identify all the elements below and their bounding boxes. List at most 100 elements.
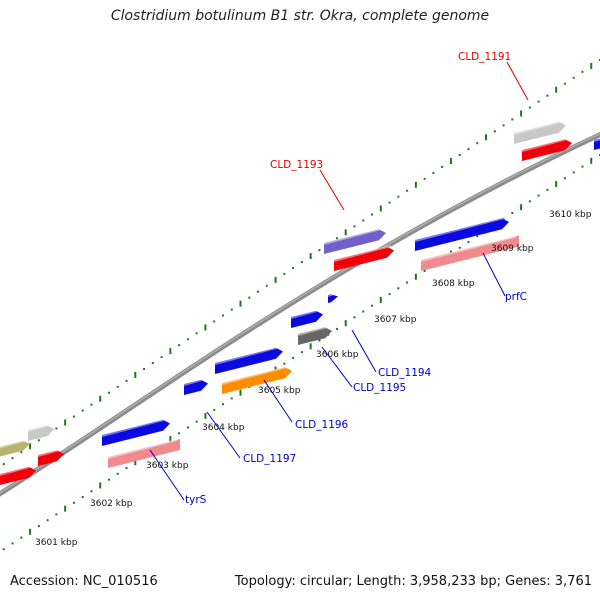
minor-tick bbox=[55, 513, 58, 516]
outer-tick-row bbox=[2, 59, 600, 466]
minor-tick bbox=[186, 426, 189, 429]
gene-block-olive bbox=[0, 440, 30, 457]
minor-tick bbox=[458, 246, 461, 249]
minor-tick bbox=[581, 70, 584, 73]
minor-tick bbox=[11, 542, 14, 545]
major-tick bbox=[134, 371, 137, 378]
major-tick bbox=[379, 205, 382, 212]
minor-tick bbox=[90, 403, 93, 406]
minor-tick bbox=[502, 124, 505, 127]
gene-shine bbox=[327, 292, 336, 297]
gene-shine bbox=[0, 465, 34, 476]
minor-tick bbox=[458, 154, 461, 157]
major-tick bbox=[414, 181, 417, 188]
gene-shine bbox=[333, 245, 392, 262]
label-layer: 3601 kbp 3602 kbp 3603 kbp 3604 kbp 3605 kbp… bbox=[35, 51, 592, 548]
minor-tick bbox=[388, 201, 391, 204]
minor-tick bbox=[160, 356, 163, 359]
minor-tick bbox=[318, 339, 321, 342]
major-tick bbox=[520, 204, 523, 211]
gene-leader-line bbox=[149, 449, 185, 501]
minor-tick bbox=[423, 177, 426, 180]
minor-tick bbox=[20, 451, 23, 454]
minor-tick bbox=[476, 235, 479, 238]
major-tick bbox=[169, 436, 172, 443]
minor-tick bbox=[300, 351, 303, 354]
minor-tick bbox=[2, 463, 5, 466]
genome-title: Clostridium botulinum B1 str. Okra, comp… bbox=[110, 8, 490, 24]
minor-tick bbox=[406, 189, 409, 192]
major-tick bbox=[485, 134, 488, 141]
minor-tick bbox=[221, 314, 224, 317]
minor-tick bbox=[467, 240, 470, 243]
minor-tick bbox=[546, 188, 549, 191]
major-tick bbox=[344, 229, 347, 236]
gene-shine bbox=[513, 120, 564, 135]
major-tick bbox=[309, 343, 312, 350]
minor-tick bbox=[125, 379, 128, 382]
gene-shine bbox=[593, 138, 600, 142]
minor-tick bbox=[423, 269, 426, 272]
gene-leader-line bbox=[321, 346, 353, 388]
tick-label: 3609 kbp bbox=[491, 244, 534, 254]
gene-leader-line bbox=[506, 61, 529, 101]
minor-tick bbox=[107, 391, 110, 394]
gene-shine bbox=[521, 137, 570, 152]
gene-label: CLD_1193 bbox=[270, 159, 323, 171]
gene-block-gray bbox=[514, 121, 566, 144]
gene-block-blue bbox=[215, 347, 283, 374]
minor-tick bbox=[72, 501, 75, 504]
minor-tick bbox=[248, 296, 251, 299]
minor-tick bbox=[195, 332, 198, 335]
minor-tick bbox=[221, 403, 224, 406]
minor-tick bbox=[46, 519, 49, 522]
minor-tick bbox=[195, 420, 198, 423]
minor-tick bbox=[371, 213, 374, 216]
major-tick bbox=[555, 180, 558, 187]
minor-tick bbox=[511, 118, 514, 121]
gene-shine bbox=[297, 325, 330, 336]
genome-summary-text: Topology: circular; Length: 3,958,233 bp… bbox=[234, 574, 592, 589]
minor-tick bbox=[353, 316, 356, 319]
minor-tick bbox=[537, 194, 540, 197]
gene-block-red bbox=[522, 139, 572, 161]
tick-label: 3606 kbp bbox=[316, 350, 359, 360]
minor-tick bbox=[213, 320, 216, 323]
gene-block-red bbox=[38, 450, 64, 466]
minor-tick bbox=[581, 165, 584, 168]
accession-text: Accession: NC_010516 bbox=[10, 574, 158, 589]
inner-tick-row bbox=[2, 154, 600, 551]
tick-label: 3610 kbp bbox=[549, 210, 592, 220]
gene-leader-line bbox=[319, 169, 345, 211]
gene-shine bbox=[290, 309, 321, 319]
major-tick bbox=[204, 324, 207, 331]
gene-leader-line bbox=[351, 329, 377, 373]
gene-shine bbox=[0, 439, 28, 449]
gene-label: prfC bbox=[505, 291, 527, 303]
minor-tick bbox=[116, 385, 119, 388]
major-tick bbox=[99, 482, 102, 489]
minor-tick bbox=[572, 76, 575, 79]
minor-tick bbox=[292, 266, 295, 269]
gene-shine bbox=[107, 439, 178, 459]
minor-tick bbox=[186, 338, 189, 341]
gene-shine bbox=[221, 365, 290, 385]
minor-tick bbox=[257, 290, 260, 293]
gene-block-blue bbox=[291, 310, 323, 328]
major-tick bbox=[274, 366, 277, 373]
minor-tick bbox=[90, 490, 93, 493]
gene-label: CLD_1195 bbox=[353, 382, 406, 394]
gene-shine bbox=[420, 235, 517, 262]
minor-tick bbox=[230, 308, 233, 311]
tick-label: 3603 kbp bbox=[146, 461, 189, 471]
minor-tick bbox=[283, 362, 286, 365]
minor-tick bbox=[292, 356, 295, 359]
tick-label: 3608 kbp bbox=[432, 279, 475, 289]
minor-tick bbox=[397, 195, 400, 198]
gene-block-blue bbox=[184, 379, 208, 395]
gene-shine bbox=[323, 227, 384, 245]
minor-tick bbox=[37, 439, 40, 442]
minor-tick bbox=[55, 427, 58, 430]
minor-tick bbox=[107, 478, 110, 481]
